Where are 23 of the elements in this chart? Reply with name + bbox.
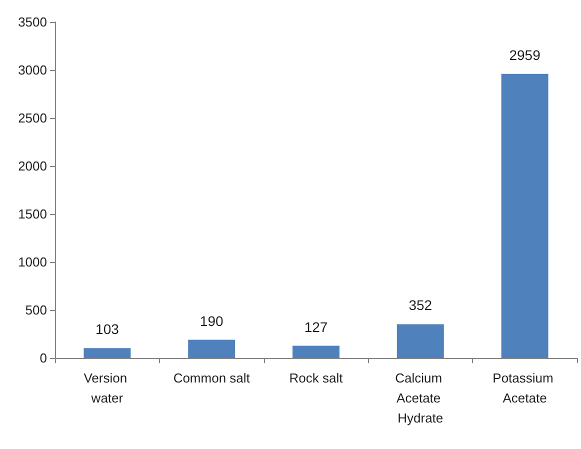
y-tick-label: 0 bbox=[40, 350, 47, 366]
data-label: 352 bbox=[408, 297, 432, 314]
x-tick-label: Potassium Acetate bbox=[492, 370, 557, 406]
data-label: 127 bbox=[304, 318, 328, 335]
bar bbox=[188, 340, 236, 358]
bar bbox=[396, 324, 444, 358]
y-tick-label: 1500 bbox=[18, 206, 47, 222]
y-tick-label: 1000 bbox=[18, 254, 47, 270]
y-tick-label: 3500 bbox=[18, 14, 47, 30]
data-label: 103 bbox=[96, 321, 120, 338]
x-tick-label: Calcium Acetate Hydrate bbox=[395, 370, 446, 426]
bar bbox=[84, 348, 131, 358]
y-tick-label: 500 bbox=[25, 302, 47, 318]
y-tick-label: 2000 bbox=[18, 158, 47, 174]
x-tick-label: Rock salt bbox=[289, 370, 344, 386]
y-tick-label: 2500 bbox=[18, 110, 47, 126]
x-tick-label: Version water bbox=[84, 370, 131, 406]
y-tick-label: 3000 bbox=[18, 62, 47, 78]
bar bbox=[292, 346, 340, 358]
x-tick-label: Common salt bbox=[173, 370, 250, 386]
data-label: 2959 bbox=[509, 46, 541, 63]
data-label: 190 bbox=[200, 312, 224, 329]
bar bbox=[501, 74, 548, 358]
